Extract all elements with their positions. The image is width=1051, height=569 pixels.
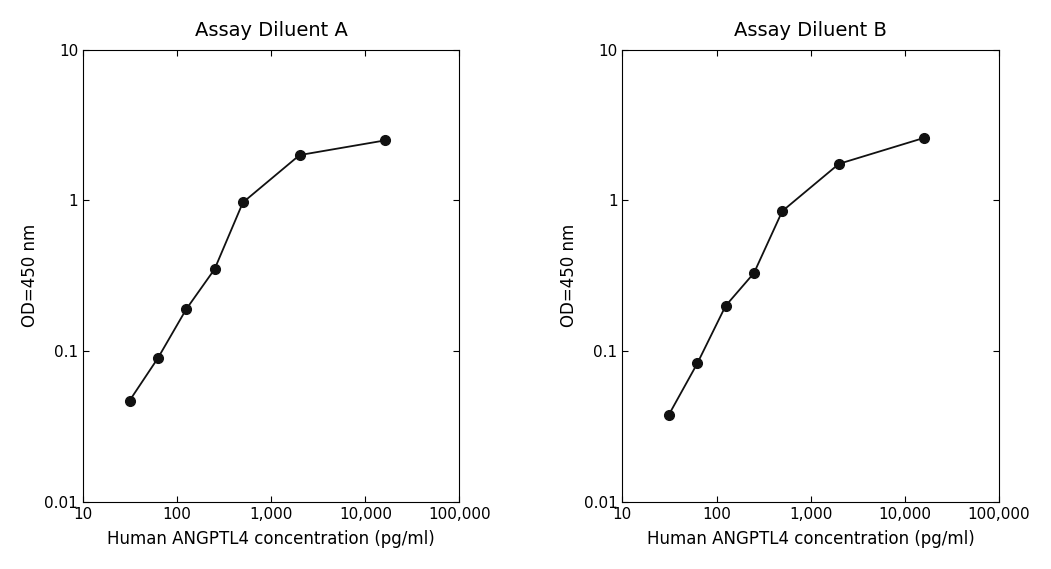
Title: Assay Diluent A: Assay Diluent A	[194, 21, 348, 40]
Y-axis label: OD=450 nm: OD=450 nm	[21, 224, 39, 328]
Title: Assay Diluent B: Assay Diluent B	[735, 21, 887, 40]
X-axis label: Human ANGPTL4 concentration (pg/ml): Human ANGPTL4 concentration (pg/ml)	[646, 530, 974, 548]
X-axis label: Human ANGPTL4 concentration (pg/ml): Human ANGPTL4 concentration (pg/ml)	[107, 530, 435, 548]
Y-axis label: OD=450 nm: OD=450 nm	[560, 224, 578, 328]
